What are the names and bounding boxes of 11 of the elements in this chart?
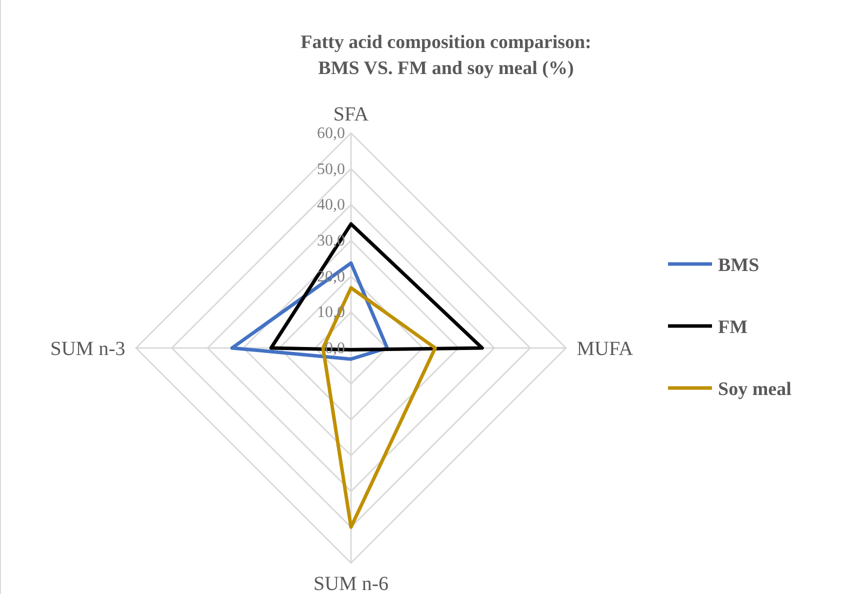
y-tick-label: 60,0	[317, 125, 345, 142]
legend-label: FM	[718, 317, 748, 338]
spoke-label: SUM n-6	[313, 572, 389, 594]
spoke-label: SUM n-3	[50, 338, 126, 360]
spoke-label: MUFA	[576, 338, 634, 360]
y-tick-label: 40,0	[317, 196, 345, 214]
y-tick-label: 50,0	[317, 160, 345, 178]
chart-title: Fatty acid composition comparison: BMS VS. FM and soy meal (%)	[300, 32, 592, 79]
legend-label: BMS	[718, 255, 760, 276]
spoke-label: SFA	[333, 103, 370, 126]
legend-label: Soy meal	[718, 379, 792, 400]
